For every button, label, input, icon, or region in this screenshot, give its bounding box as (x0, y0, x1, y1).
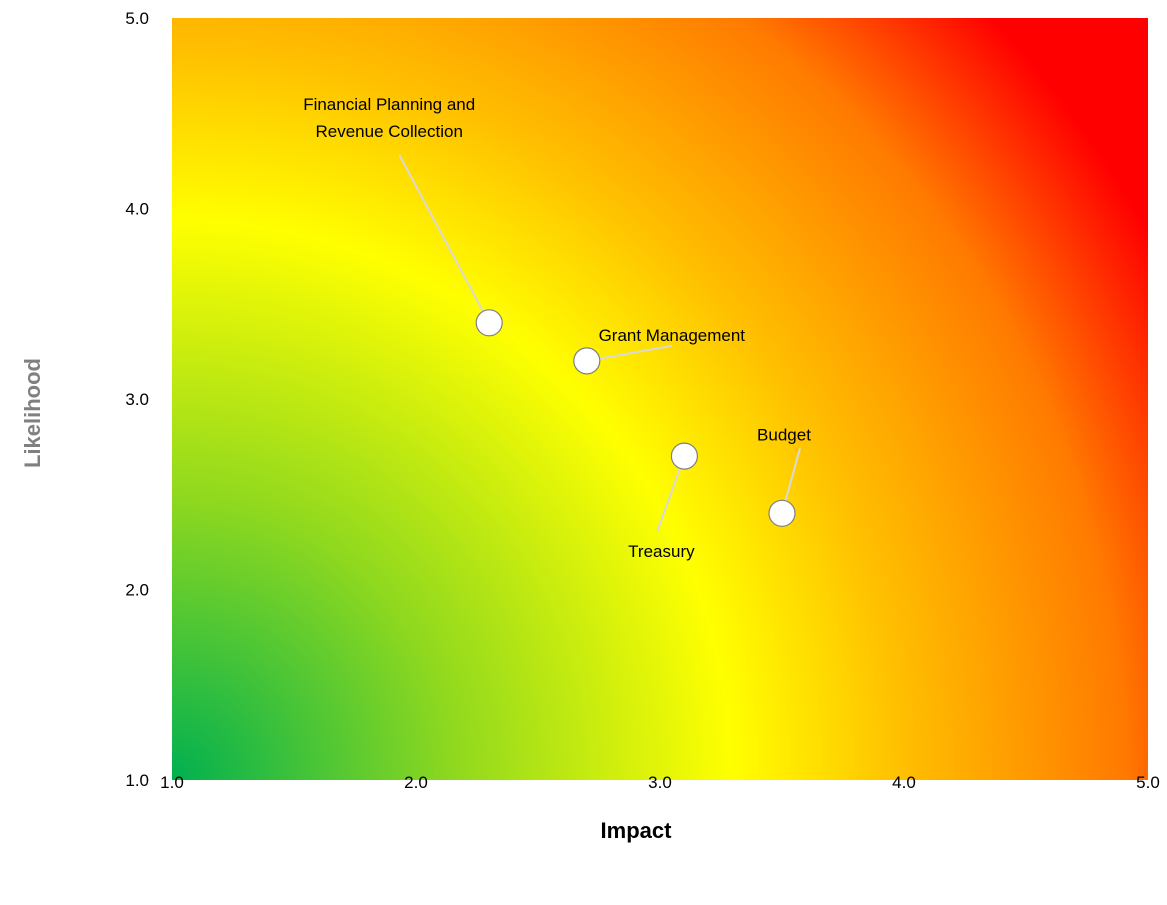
data-point (768, 499, 796, 527)
x-tick-label: 4.0 (892, 773, 916, 792)
leader-line (398, 154, 491, 324)
data-label: Financial Planning and (303, 95, 475, 114)
x-tick-label: 1.0 (160, 773, 184, 792)
y-tick-label: 4.0 (125, 200, 149, 219)
x-tick-label: 3.0 (648, 773, 672, 792)
data-label: Revenue Collection (315, 122, 462, 141)
x-tick-label: 5.0 (1136, 773, 1160, 792)
data-point (573, 347, 601, 375)
data-point (670, 442, 699, 470)
plot-area-gradient (172, 18, 1148, 780)
x-tick-label: 2.0 (404, 773, 428, 792)
data-label: Budget (757, 425, 811, 444)
leader-line (586, 344, 672, 362)
data-points (475, 309, 796, 527)
point-labels: Financial Planning and Revenue Collection… (303, 95, 811, 561)
y-tick-label: 3.0 (125, 390, 149, 409)
y-axis-title: Likelihood (20, 358, 45, 468)
y-axis-ticks: 1.0 2.0 3.0 4.0 5.0 (125, 9, 149, 790)
data-point (475, 309, 503, 337)
y-tick-label: 2.0 (125, 581, 149, 600)
x-axis-title: Impact (601, 818, 673, 843)
x-axis-ticks: 1.0 2.0 3.0 4.0 5.0 (160, 773, 1160, 792)
y-tick-label: 1.0 (125, 771, 149, 790)
data-label: Grant Management (599, 326, 746, 345)
y-tick-label: 5.0 (125, 9, 149, 28)
data-label: Treasury (628, 542, 695, 561)
